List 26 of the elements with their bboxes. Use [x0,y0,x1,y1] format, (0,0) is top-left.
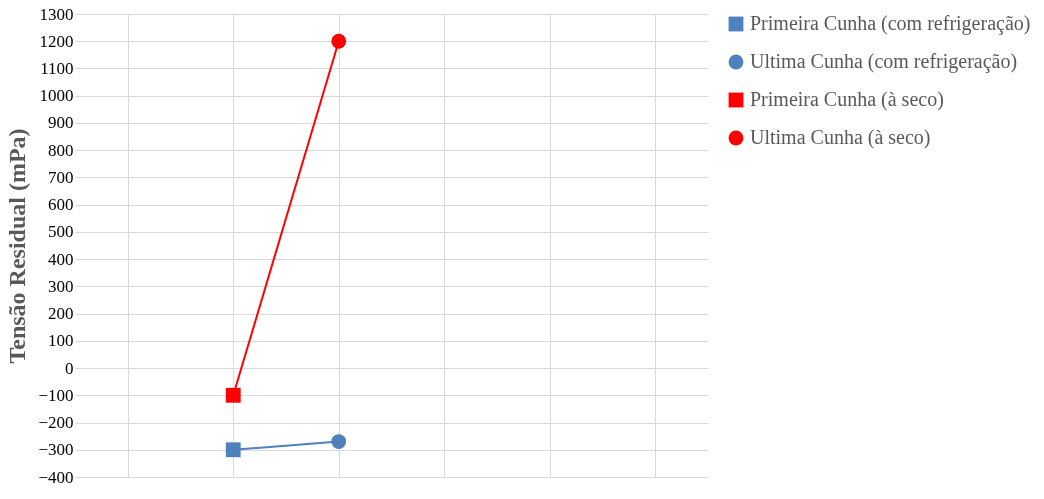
y-tick-label: −200 [38,413,74,433]
legend-label: Primeira Cunha (à seco) [750,88,944,111]
point [225,442,241,458]
legend-label: Primeira Cunha (com refrigeração) [750,12,1031,35]
y-axis-title: Tensão Residual (mPa) [4,128,31,364]
y-tick-label: 900 [48,113,74,133]
y-tick-label: 1300 [39,4,74,24]
y-tick-label: 0 [65,358,74,378]
legend-label: Ultima Cunha (à seco) [750,126,931,149]
y-tick-label: 1000 [39,86,74,106]
legend-label: Ultima Cunha (com refrigeração) [750,50,1018,73]
y-tick-label: 1200 [39,31,74,51]
point [225,387,241,403]
y-tick-label: −100 [38,385,74,405]
y-tick-label: 800 [48,140,74,160]
y-tick-label: −300 [38,440,74,460]
point [331,434,347,449]
y-tick-label: 200 [48,304,74,324]
y-tick-label: 100 [48,331,74,351]
y-tick-label: 500 [48,222,74,242]
y-tick-label: 1100 [40,58,74,78]
y-tick-label: −400 [38,467,74,487]
y-tick-label: 700 [48,167,74,187]
y-tick-label: 300 [48,276,74,296]
y-tick-label: 400 [48,249,74,269]
y-tick-label: 600 [48,195,74,215]
